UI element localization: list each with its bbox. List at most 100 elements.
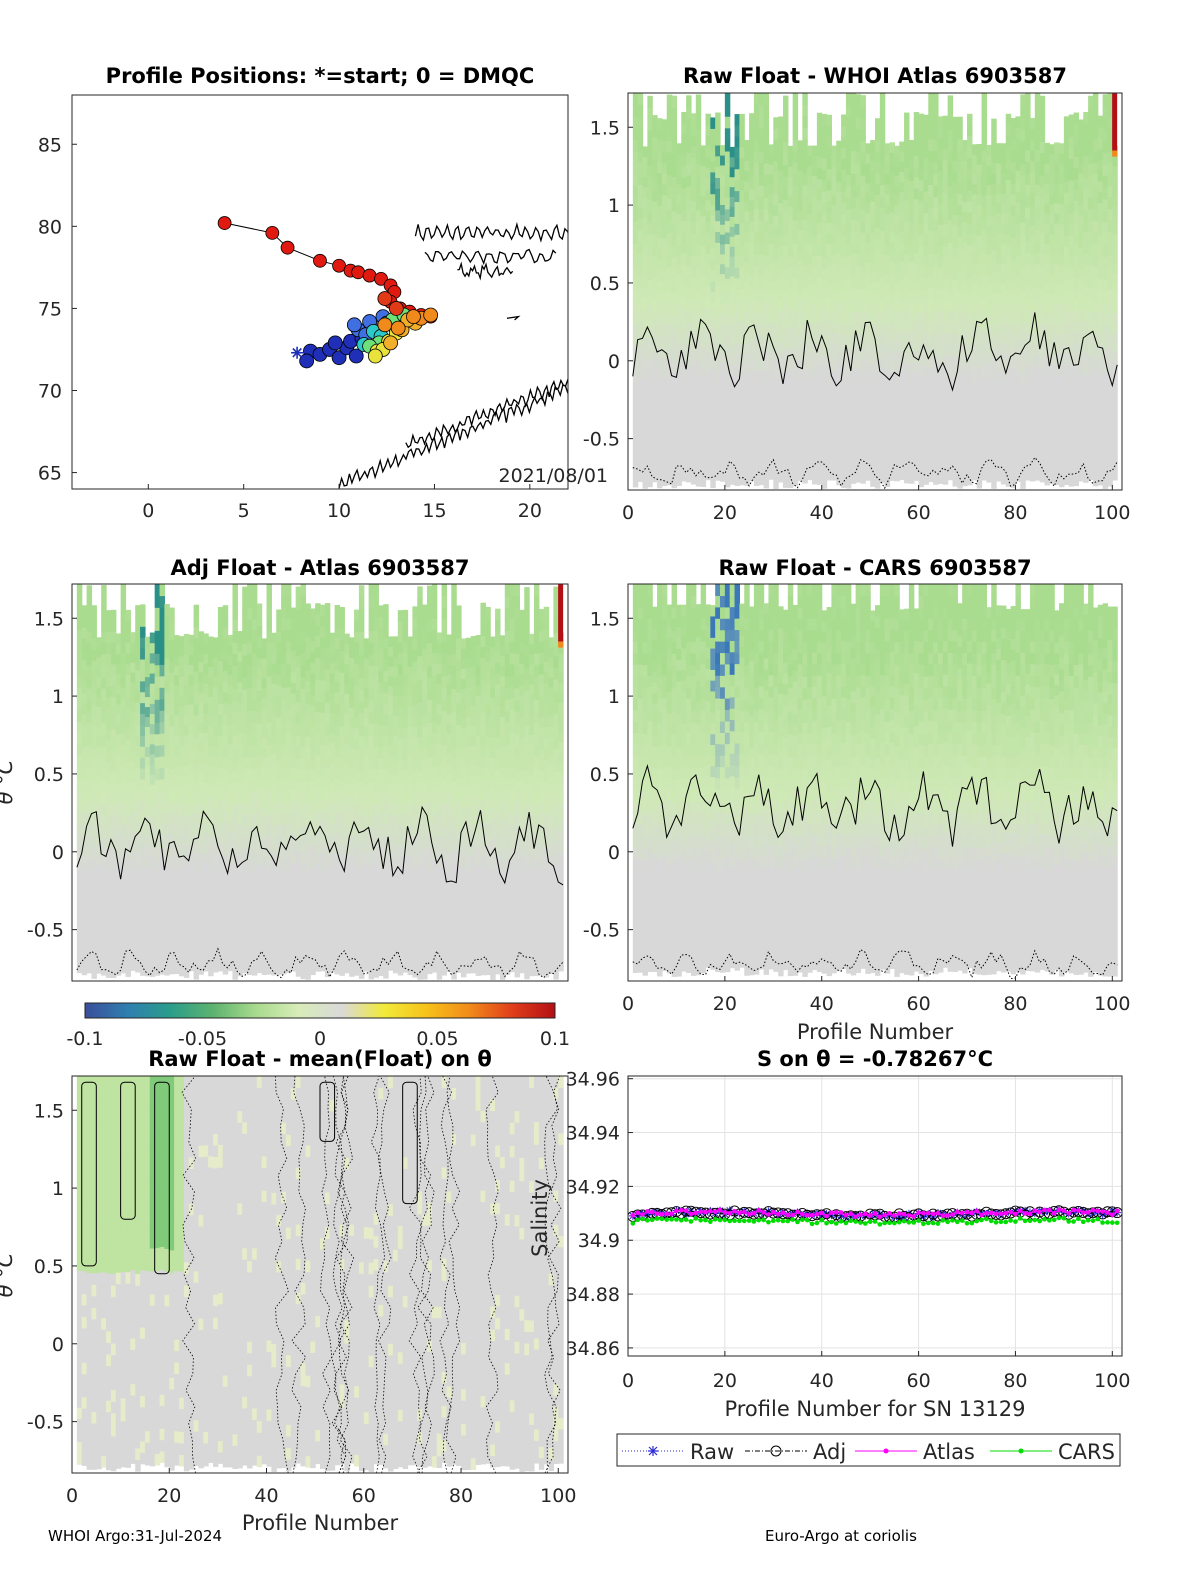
heatmap-cell (1107, 116, 1113, 129)
heatmap-cell (632, 463, 639, 476)
heatmap-cell (1025, 206, 1031, 219)
heatmap-cell (217, 863, 224, 876)
heatmap-cell (700, 265, 707, 277)
heatmap-cell (836, 454, 842, 466)
heatmap-cell (981, 229, 987, 242)
heatmap-cell (247, 779, 253, 792)
heatmap-cell (773, 117, 779, 129)
heatmap-cell (1083, 373, 1089, 385)
heatmap-cell (281, 824, 287, 837)
heatmap-cell (952, 203, 958, 216)
heatmap-cell (899, 270, 905, 282)
heatmap-cell (690, 407, 697, 420)
heatmap-cell (1078, 161, 1084, 174)
heatmap-cell (671, 395, 678, 408)
heatmap-cell (792, 219, 799, 233)
heatmap-cell (149, 824, 156, 836)
heatmap-cell (705, 221, 711, 233)
heatmap-cell (140, 920, 146, 933)
heatmap-cell (120, 629, 127, 642)
heatmap-cell (1000, 453, 1007, 465)
heatmap-cell (1049, 184, 1055, 195)
heatmap-cell (666, 197, 673, 210)
heatmap-cell (110, 771, 117, 784)
heatmap-cell (1029, 470, 1036, 482)
heatmap-cell (884, 415, 891, 427)
heatmap-cell (875, 346, 881, 359)
heatmap-cell (271, 864, 277, 875)
heatmap-cell (681, 350, 687, 363)
heatmap-cell (865, 450, 871, 461)
heatmap-cell (666, 461, 673, 474)
heatmap-cell (647, 406, 653, 419)
heatmap-cell (183, 846, 190, 857)
heatmap-cell (666, 232, 673, 245)
heatmap-cell (971, 154, 978, 165)
heatmap-cell (879, 391, 886, 404)
heatmap-cell (734, 190, 740, 203)
heatmap-cell (705, 328, 711, 341)
heatmap-cell (894, 224, 900, 235)
heatmap-cell (942, 256, 949, 268)
heatmap-cell (198, 883, 204, 895)
heatmap-cell (91, 605, 97, 617)
heatmap-cell (778, 363, 784, 375)
heatmap-cell (937, 299, 944, 312)
heatmap-cell (247, 722, 253, 735)
heatmap-cell (826, 329, 833, 341)
heatmap-cell (149, 915, 156, 927)
heatmap-cell (154, 595, 161, 608)
heatmap-cell (256, 842, 263, 854)
heatmap-cell (101, 860, 107, 873)
heatmap-cell (875, 292, 881, 304)
heatmap-cell (724, 463, 731, 476)
heatmap-cell (183, 926, 190, 938)
heatmap-cell (908, 321, 915, 333)
heatmap-cell (193, 791, 200, 804)
heatmap-cell (1025, 127, 1031, 140)
heatmap-cell (1073, 474, 1080, 487)
heatmap-cell (841, 114, 847, 127)
heatmap-cell (913, 436, 920, 449)
heatmap-cell (899, 340, 905, 351)
heatmap-cell (106, 685, 112, 698)
heatmap-cell (125, 857, 131, 870)
heatmap-cell (193, 879, 200, 892)
heatmap-cell (1015, 127, 1021, 139)
heatmap-cell (734, 124, 740, 137)
heatmap-cell (149, 834, 156, 846)
heatmap-cell (724, 139, 731, 152)
heatmap-cell (135, 723, 141, 736)
heatmap-cell (1034, 445, 1041, 458)
heatmap-cell (115, 753, 122, 765)
heatmap-cell (261, 826, 268, 837)
heatmap-cell (671, 257, 678, 270)
heatmap-cell (251, 710, 258, 723)
heatmap-cell (101, 814, 107, 827)
heatmap-cell (850, 115, 857, 129)
heatmap-cell (1059, 426, 1065, 437)
heatmap-cell (807, 165, 813, 176)
heatmap-cell (773, 291, 779, 304)
heatmap-cell (676, 334, 682, 346)
heatmap-cell (652, 233, 658, 246)
heatmap-cell (913, 274, 920, 286)
heatmap-cell (967, 430, 973, 442)
heatmap-cell (690, 255, 697, 267)
heatmap-cell (671, 95, 678, 108)
heatmap-cell (870, 333, 876, 345)
heatmap-cell (1112, 381, 1118, 392)
heatmap-cell (744, 150, 750, 161)
heatmap-cell (724, 185, 731, 198)
heatmap-cell (724, 220, 731, 233)
heatmap-cell (744, 373, 750, 385)
heatmap-cell (222, 800, 229, 812)
heatmap-cell (879, 322, 886, 335)
heatmap-cell (908, 382, 915, 393)
heatmap-cell (86, 756, 93, 769)
heatmap-cell (178, 825, 185, 837)
heatmap-cell (904, 199, 910, 212)
heatmap-cell (203, 871, 209, 883)
heatmap-cell (724, 394, 731, 407)
heatmap-cell (836, 332, 842, 344)
